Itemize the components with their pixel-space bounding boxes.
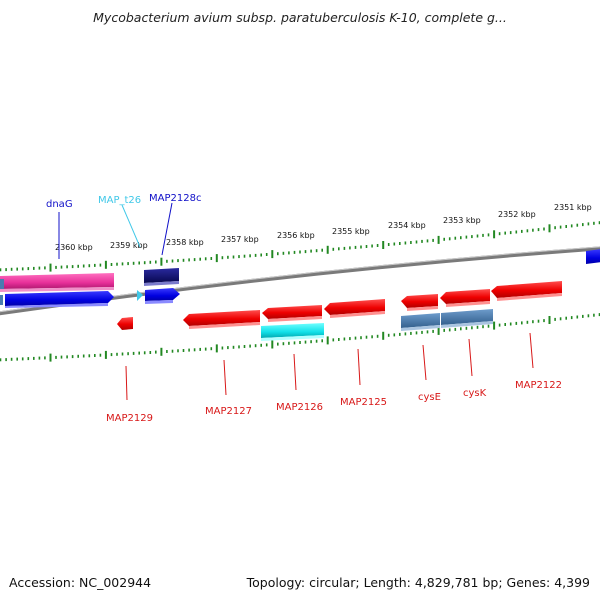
gene-label-MAP2126[interactable]: MAP2126 (276, 402, 323, 413)
kbp-label: 2356 kbp (277, 231, 315, 240)
inner-tick-ruler (0, 313, 600, 362)
gene-cysK[interactable] (440, 289, 493, 328)
gene-label-MAP2127[interactable]: MAP2127 (205, 406, 252, 417)
kbp-label: 2360 kbp (55, 243, 93, 252)
topology-text: Topology: circular; Length: 4,829,781 bp… (246, 575, 590, 590)
gene-MAP_t26[interactable] (137, 290, 143, 301)
gene-label-cysK[interactable]: cysK (463, 388, 487, 399)
map-title: Mycobacterium avium subsp. paratuberculo… (93, 10, 507, 25)
gene-MAP2126[interactable] (261, 305, 324, 341)
gene-MAP2122[interactable] (491, 281, 562, 301)
gene-label-MAP2122[interactable]: MAP2122 (515, 380, 562, 391)
gene-label-dnaG[interactable]: dnaG (46, 199, 73, 210)
kbp-label: 2358 kbp (166, 238, 204, 247)
gene-MAP2129[interactable] (117, 317, 133, 330)
gene-MAP2128c[interactable] (144, 268, 180, 304)
kbp-label: 2357 kbp (221, 235, 259, 244)
label-leaders (58, 202, 534, 401)
gene-MAP2125[interactable] (324, 299, 385, 318)
gene-left-edge[interactable] (0, 279, 4, 305)
gene-label-MAP2128c[interactable]: MAP2128c (149, 193, 201, 204)
outer-tick-ruler (0, 221, 600, 272)
gene-label-cysE[interactable]: cysE (418, 392, 441, 403)
gene-label-MAP_t26[interactable]: MAP_t26 (98, 195, 141, 206)
gene-label-MAP2125[interactable]: MAP2125 (340, 397, 387, 408)
gene-MAP2127[interactable] (183, 310, 260, 329)
kbp-label: 2359 kbp (110, 241, 148, 250)
kbp-label: 2352 kbp (498, 210, 536, 219)
kbp-label: 2354 kbp (388, 221, 426, 230)
kbp-label: 2351 kbp (554, 203, 592, 212)
kbp-label: 2355 kbp (332, 227, 370, 236)
kbp-label: 2353 kbp (443, 216, 481, 225)
gene-right-edge[interactable] (586, 249, 600, 264)
gene-label-MAP2129[interactable]: MAP2129 (106, 413, 153, 424)
gene-dnaG[interactable] (0, 273, 114, 308)
accession-text: Accession: NC_002944 (9, 575, 152, 590)
gene-cysE[interactable] (401, 294, 440, 331)
